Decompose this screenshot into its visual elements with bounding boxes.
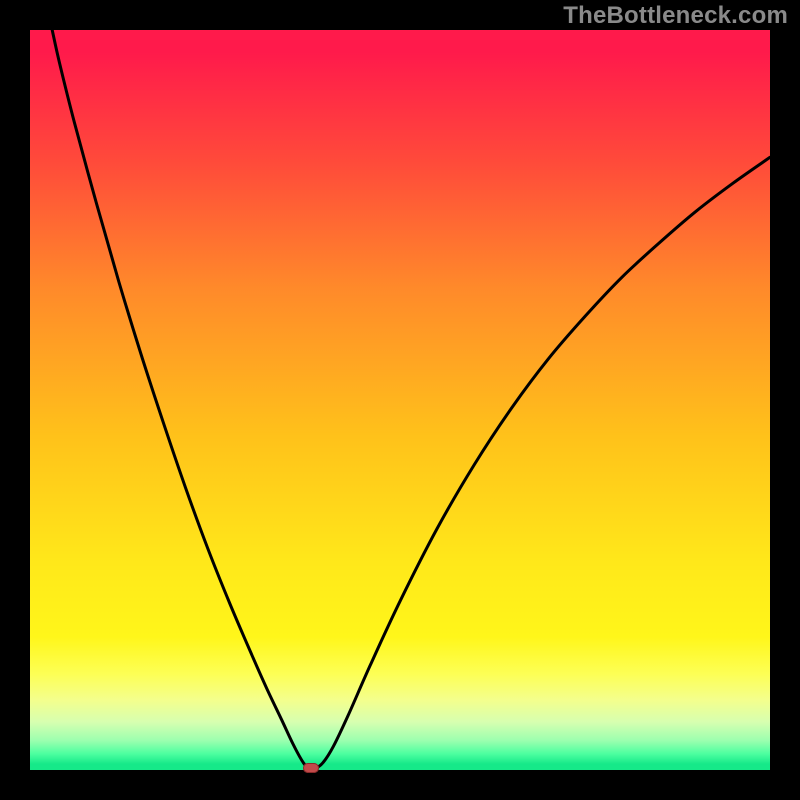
plot-area — [30, 30, 770, 770]
chart-container: TheBottleneck.com — [0, 0, 800, 800]
optimal-point-marker — [303, 763, 319, 773]
curve-layer — [30, 30, 770, 770]
bottleneck-curve — [52, 30, 770, 769]
watermark-text: TheBottleneck.com — [563, 2, 788, 30]
